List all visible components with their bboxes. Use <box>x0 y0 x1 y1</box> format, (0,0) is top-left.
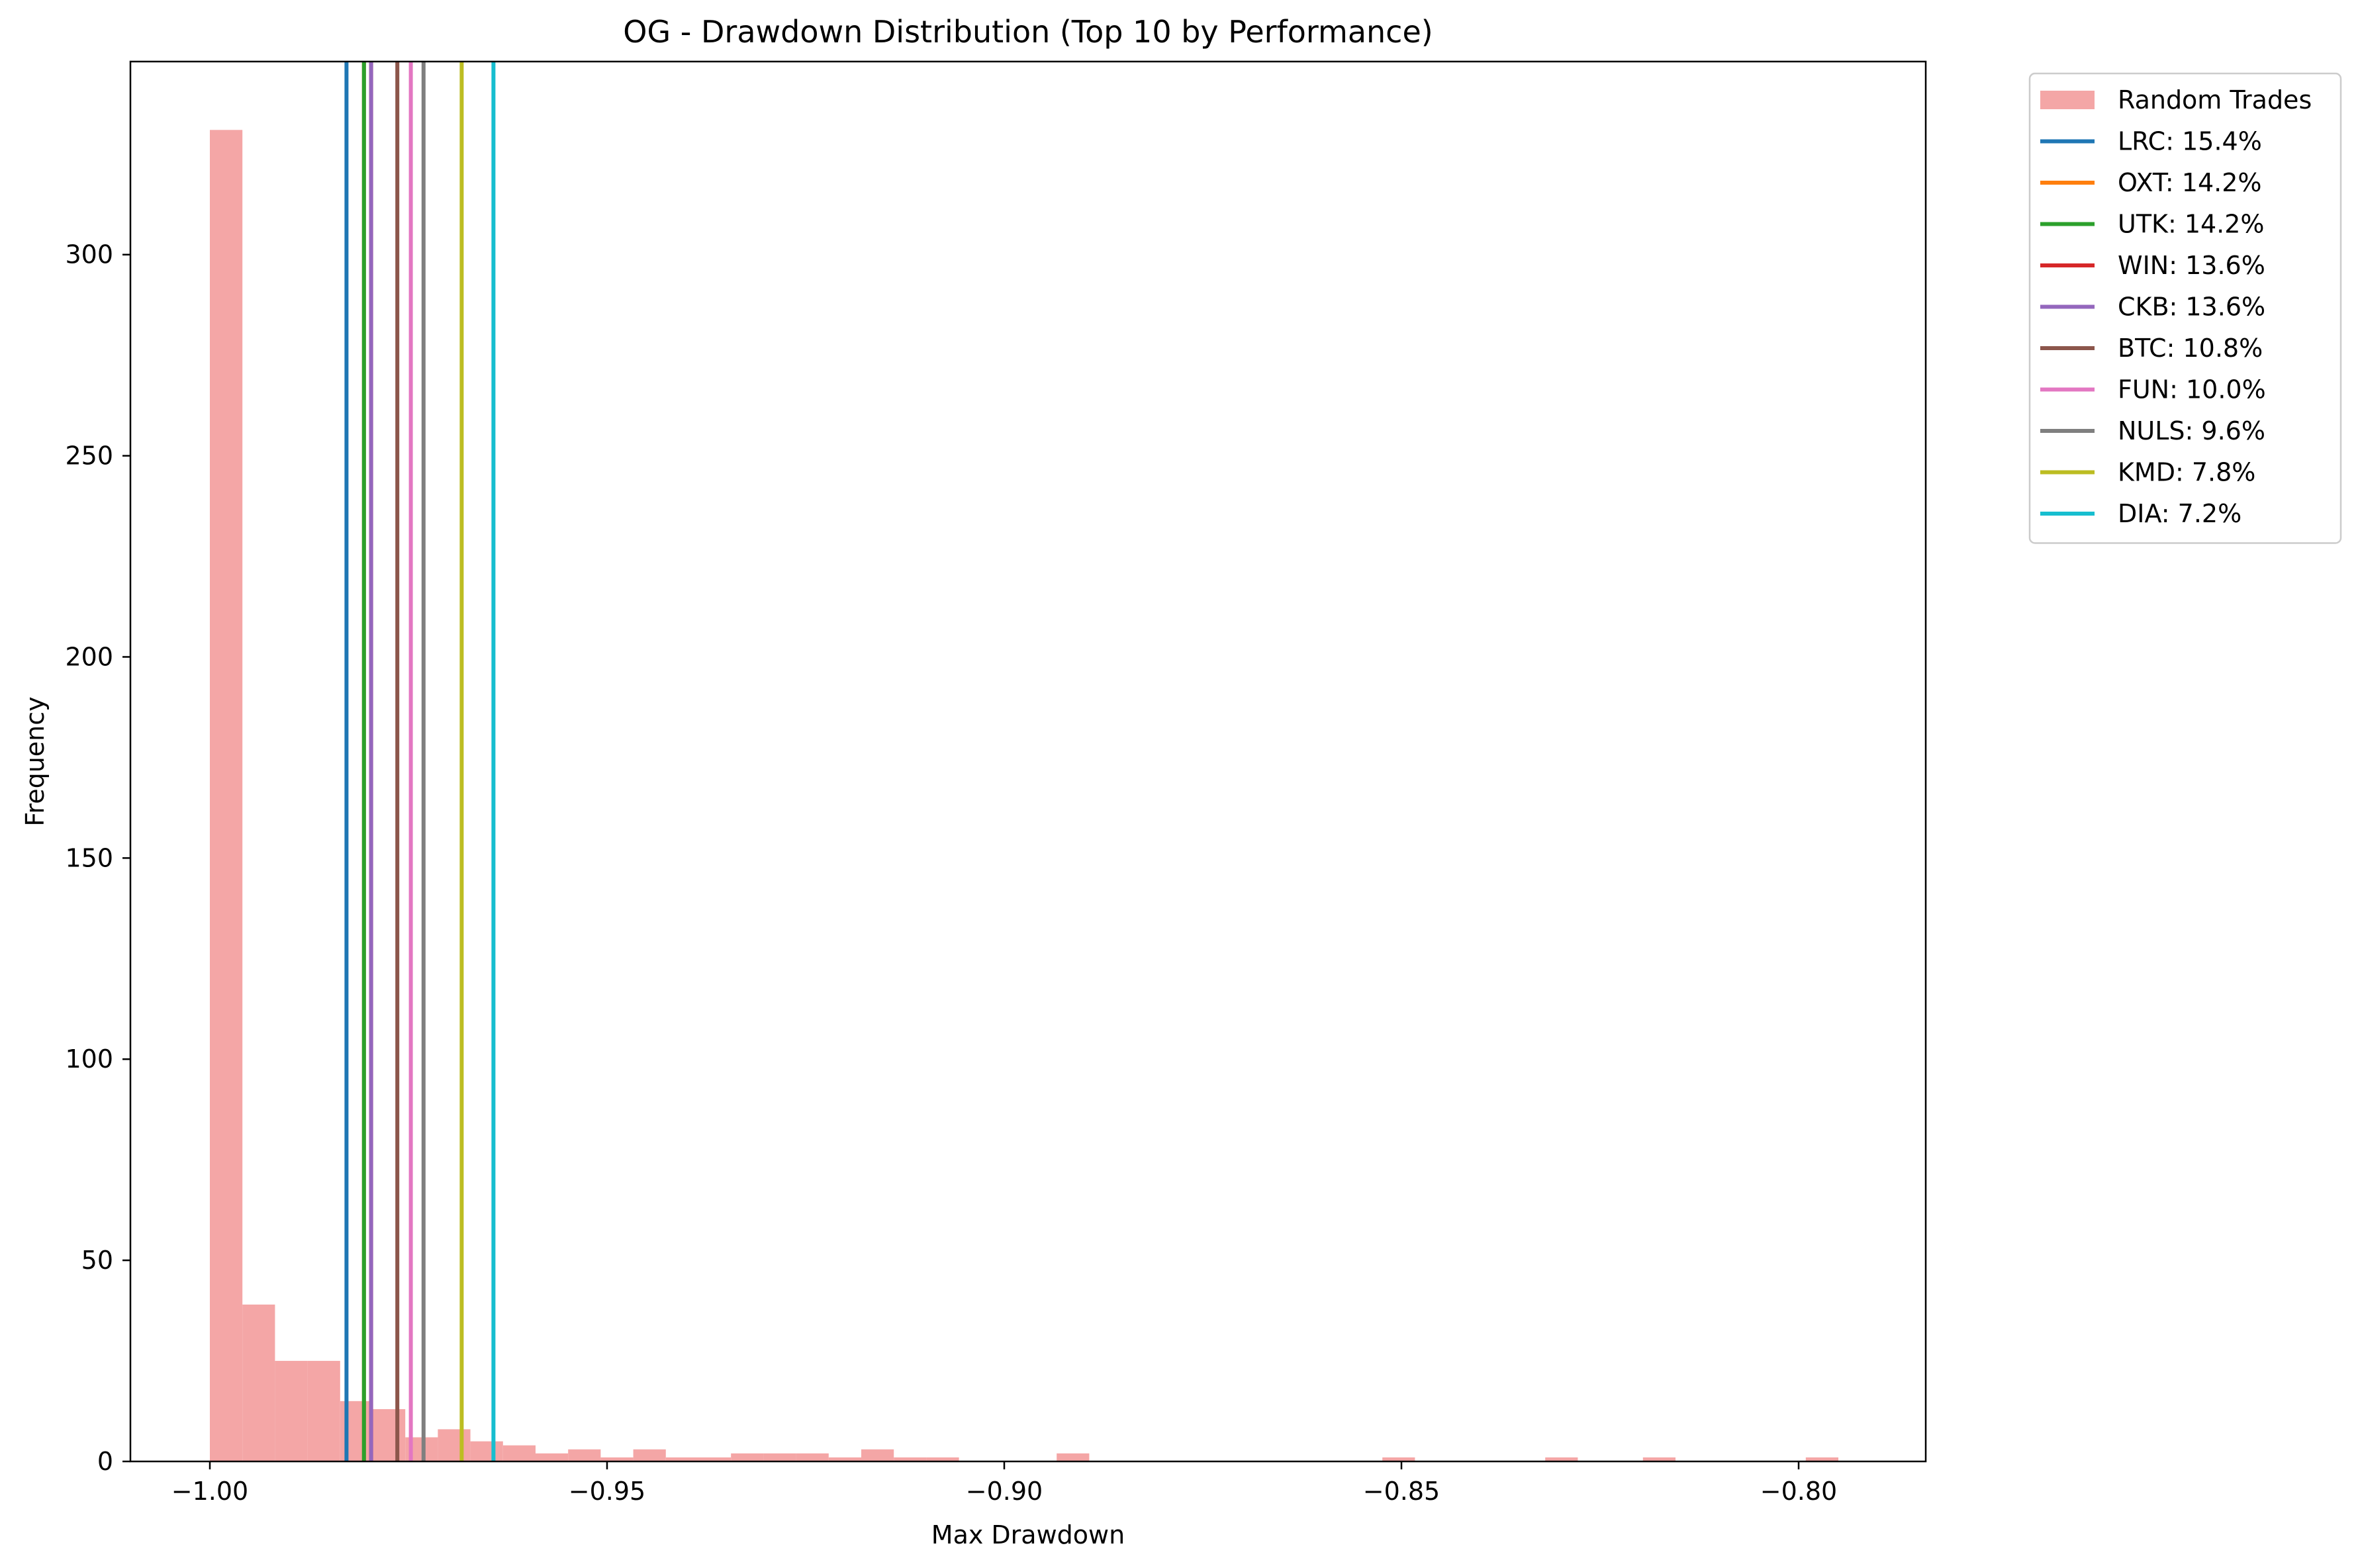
x-tick-label: −0.85 <box>1363 1477 1440 1506</box>
histogram-bar <box>861 1449 894 1461</box>
legend-label: OXT: 14.2% <box>2118 168 2261 197</box>
legend-label: WIN: 13.6% <box>2118 251 2265 280</box>
legend-label: FUN: 10.0% <box>2118 375 2266 404</box>
histogram-bar <box>926 1457 959 1461</box>
histogram-bar <box>828 1457 861 1461</box>
histogram-bar <box>600 1457 634 1461</box>
histogram-bar <box>633 1449 666 1461</box>
histogram-bar <box>894 1457 927 1461</box>
legend-label: NULS: 9.6% <box>2118 416 2265 445</box>
histogram-bar <box>698 1457 732 1461</box>
x-axis-label: Max Drawdown <box>931 1520 1125 1549</box>
chart-title: OG - Drawdown Distribution (Top 10 by Pe… <box>623 14 1433 50</box>
legend-label: CKB: 13.6% <box>2118 293 2265 322</box>
legend-label: KMD: 7.8% <box>2118 458 2255 487</box>
y-tick-label: 0 <box>97 1447 113 1476</box>
y-tick-label: 50 <box>81 1246 113 1275</box>
y-axis-label: Frequency <box>21 696 50 826</box>
histogram-bar <box>438 1429 471 1461</box>
y-tick-label: 250 <box>65 441 113 471</box>
histogram-bar <box>242 1304 275 1461</box>
histogram-bar <box>502 1445 536 1461</box>
histogram-bar <box>1057 1453 1090 1461</box>
y-tick-label: 300 <box>65 240 113 269</box>
histogram-bar <box>470 1441 503 1461</box>
histogram-bar <box>1642 1457 1676 1461</box>
legend-label: UTK: 14.2% <box>2118 210 2265 239</box>
histogram-bar <box>373 1408 406 1461</box>
x-tick-label: −0.90 <box>966 1477 1043 1506</box>
histogram-bar <box>1382 1457 1415 1461</box>
legend-label: BTC: 10.8% <box>2118 334 2263 363</box>
legend: Random Trades LRC: 15.4% OXT: 14.2% UTK: 14… <box>2028 72 2342 544</box>
y-tick-label: 100 <box>65 1044 113 1074</box>
histogram-bar <box>665 1457 698 1461</box>
legend-swatch <box>2040 91 2095 109</box>
histogram-bar <box>1805 1457 1838 1461</box>
histogram-bar <box>210 130 243 1461</box>
y-tick-label: 200 <box>65 642 113 671</box>
vertical-lines <box>344 62 496 1461</box>
histogram-bar <box>307 1361 340 1461</box>
x-axis-ticks: −1.00 −0.95 −0.90 −0.85 −0.80 <box>171 1461 1837 1506</box>
histogram-bar <box>568 1449 601 1461</box>
legend-label: LRC: 15.4% <box>2118 127 2262 156</box>
histogram-bar <box>1545 1457 1578 1461</box>
histogram-bar <box>536 1453 569 1461</box>
legend-label: DIA: 7.2% <box>2118 499 2242 528</box>
x-tick-label: −0.95 <box>569 1477 645 1506</box>
x-tick-label: −1.00 <box>171 1477 248 1506</box>
histogram-bar <box>275 1361 308 1461</box>
histogram-bar <box>796 1453 829 1461</box>
legend-label: Random Trades <box>2118 85 2312 115</box>
histogram-bar <box>731 1453 764 1461</box>
legend-box <box>2028 72 2342 544</box>
plot-frame <box>129 60 1927 1463</box>
x-tick-label: −0.80 <box>1760 1477 1837 1506</box>
y-axis-ticks: 0 50 100 150 200 250 300 <box>65 240 130 1476</box>
y-tick-label: 150 <box>65 843 113 872</box>
histogram-bar <box>763 1453 796 1461</box>
